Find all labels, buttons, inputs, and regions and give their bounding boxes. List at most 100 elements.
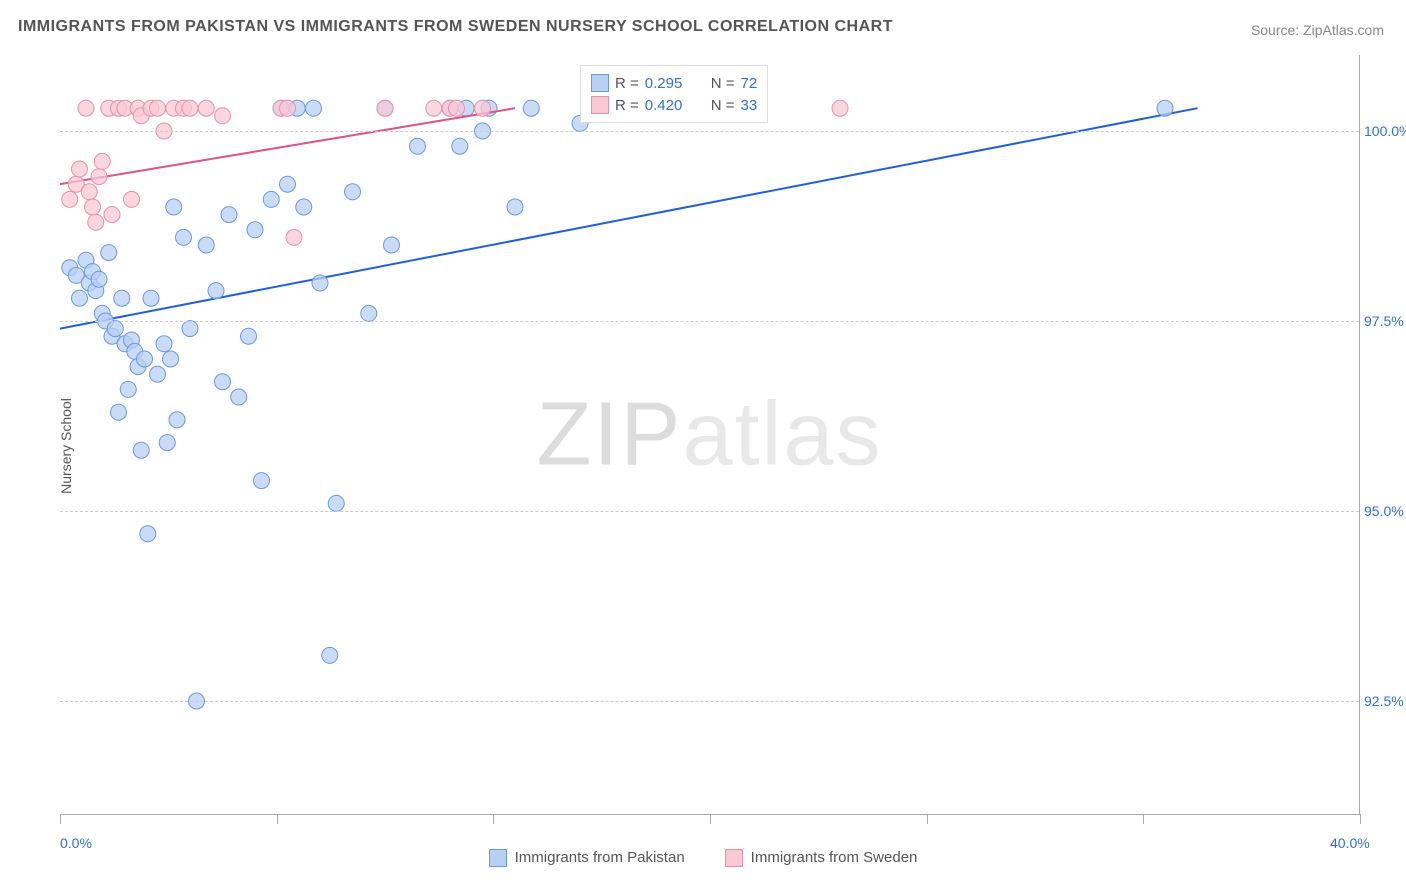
legend-row: R = 0.420 N = 33 xyxy=(591,94,757,116)
data-point xyxy=(345,184,361,200)
data-point xyxy=(140,526,156,542)
data-point xyxy=(198,237,214,253)
data-point xyxy=(426,100,442,116)
legend-swatch xyxy=(725,849,743,867)
data-point xyxy=(384,237,400,253)
data-point xyxy=(280,176,296,192)
data-point xyxy=(328,495,344,511)
x-tick xyxy=(1143,814,1144,824)
data-point xyxy=(377,100,393,116)
data-point xyxy=(81,184,97,200)
legend-label: Immigrants from Pakistan xyxy=(515,849,685,866)
x-tick xyxy=(710,814,711,824)
data-point xyxy=(241,328,257,344)
gridline-h xyxy=(60,131,1359,132)
data-point xyxy=(104,207,120,223)
data-point xyxy=(832,100,848,116)
data-point xyxy=(91,169,107,185)
data-point xyxy=(296,199,312,215)
gridline-h xyxy=(60,701,1359,702)
data-point xyxy=(176,229,192,245)
data-point xyxy=(208,283,224,299)
data-point xyxy=(452,138,468,154)
data-point xyxy=(72,290,88,306)
chart-title: IMMIGRANTS FROM PAKISTAN VS IMMIGRANTS F… xyxy=(18,18,893,36)
data-point xyxy=(263,191,279,207)
legend-n-label: N = xyxy=(711,97,735,114)
data-point xyxy=(182,321,198,337)
data-point xyxy=(449,100,465,116)
gridline-h xyxy=(60,511,1359,512)
data-point xyxy=(322,647,338,663)
data-point xyxy=(312,275,328,291)
legend-swatch xyxy=(591,96,609,114)
bottom-legend-item: Immigrants from Sweden xyxy=(725,833,918,882)
correlation-legend: R = 0.295 N = 72 R = 0.420 N = 33 xyxy=(580,65,768,123)
data-point xyxy=(120,381,136,397)
x-tick-label-min: 0.0% xyxy=(60,835,92,851)
data-point xyxy=(101,245,117,261)
series-legend: Immigrants from Pakistan Immigrants from … xyxy=(0,833,1406,882)
data-point xyxy=(150,366,166,382)
legend-r-label: R = xyxy=(615,75,639,92)
data-point xyxy=(150,100,166,116)
legend-label: Immigrants from Sweden xyxy=(751,849,918,866)
legend-n-value: 72 xyxy=(741,75,758,92)
data-point xyxy=(254,473,270,489)
data-point xyxy=(156,336,172,352)
bottom-legend-item: Immigrants from Pakistan xyxy=(489,833,685,882)
data-point xyxy=(137,351,153,367)
data-point xyxy=(221,207,237,223)
y-tick-label: 95.0% xyxy=(1364,503,1406,519)
x-tick xyxy=(927,814,928,824)
data-point xyxy=(507,199,523,215)
data-point xyxy=(163,351,179,367)
data-point xyxy=(72,161,88,177)
data-point xyxy=(198,100,214,116)
data-point xyxy=(114,290,130,306)
data-point xyxy=(231,389,247,405)
x-tick xyxy=(1360,814,1361,824)
data-point xyxy=(107,321,123,337)
x-tick xyxy=(60,814,61,824)
data-point xyxy=(111,404,127,420)
data-point xyxy=(475,100,491,116)
y-tick-label: 92.5% xyxy=(1364,693,1406,709)
data-point xyxy=(523,100,539,116)
legend-r-value: 0.420 xyxy=(645,97,695,114)
data-point xyxy=(78,100,94,116)
legend-row: R = 0.295 N = 72 xyxy=(591,72,757,94)
data-point xyxy=(215,108,231,124)
legend-r-label: R = xyxy=(615,97,639,114)
source-attribution: Source: ZipAtlas.com xyxy=(1251,22,1384,38)
legend-swatch xyxy=(591,74,609,92)
legend-r-value: 0.295 xyxy=(645,75,695,92)
data-point xyxy=(410,138,426,154)
trend-line xyxy=(60,108,515,184)
data-point xyxy=(166,199,182,215)
data-point xyxy=(94,153,110,169)
chart-plot-area: ZIPatlas R =0.295N =72R =0.420N =33 92.5… xyxy=(60,55,1360,815)
legend-n-label: N = xyxy=(711,75,735,92)
y-tick-label: 97.5% xyxy=(1364,313,1406,329)
data-point xyxy=(361,305,377,321)
legend-swatch xyxy=(489,849,507,867)
data-point xyxy=(133,442,149,458)
x-tick xyxy=(277,814,278,824)
data-point xyxy=(306,100,322,116)
gridline-h xyxy=(60,321,1359,322)
data-point xyxy=(169,412,185,428)
data-point xyxy=(215,374,231,390)
data-point xyxy=(280,100,296,116)
data-point xyxy=(247,222,263,238)
data-point xyxy=(62,191,78,207)
data-point xyxy=(85,199,101,215)
legend-n-value: 33 xyxy=(741,97,758,114)
data-point xyxy=(143,290,159,306)
x-tick-label-max: 40.0% xyxy=(1330,835,1370,851)
x-tick xyxy=(493,814,494,824)
data-point xyxy=(286,229,302,245)
y-tick-label: 100.0% xyxy=(1364,123,1406,139)
data-point xyxy=(91,271,107,287)
data-point xyxy=(182,100,198,116)
